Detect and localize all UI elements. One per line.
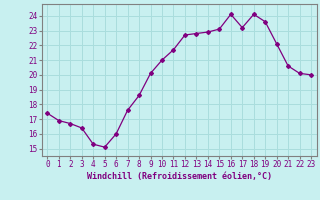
X-axis label: Windchill (Refroidissement éolien,°C): Windchill (Refroidissement éolien,°C)	[87, 172, 272, 181]
